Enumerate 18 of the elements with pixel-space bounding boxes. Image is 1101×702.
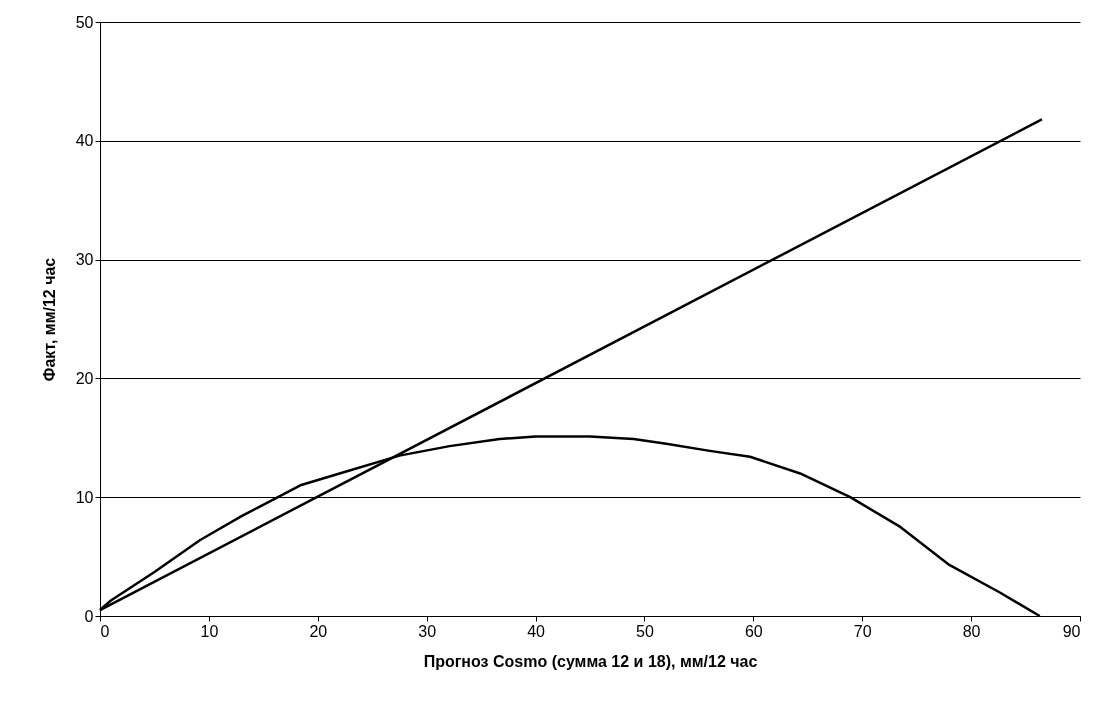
x-tick-label: 80 (962, 622, 981, 640)
y-tick-label: 0 (84, 607, 94, 625)
x-tick-label: 20 (309, 622, 328, 640)
x-tick-label: 0 (100, 622, 110, 640)
x-tick-label: 10 (200, 622, 219, 640)
x-tick-label: 30 (418, 622, 437, 640)
x-tick-label: 50 (636, 622, 654, 640)
y-tick-label: 10 (75, 488, 94, 506)
y-tick-label: 30 (75, 251, 94, 269)
y-axis-title: Факт, мм/12 час (40, 257, 58, 382)
y-tick-label: 20 (75, 369, 94, 387)
x-tick-label: 40 (527, 622, 546, 640)
x-tick-label: 60 (744, 622, 763, 640)
x-tick-label: 90 (1062, 622, 1081, 640)
x-tick-label: 70 (853, 622, 872, 640)
x-axis-title: Прогноз Cosmo (сумма 12 и 18), мм/12 час (423, 652, 758, 670)
y-tick-label: 40 (75, 132, 94, 150)
y-tick-label: 50 (75, 13, 94, 31)
